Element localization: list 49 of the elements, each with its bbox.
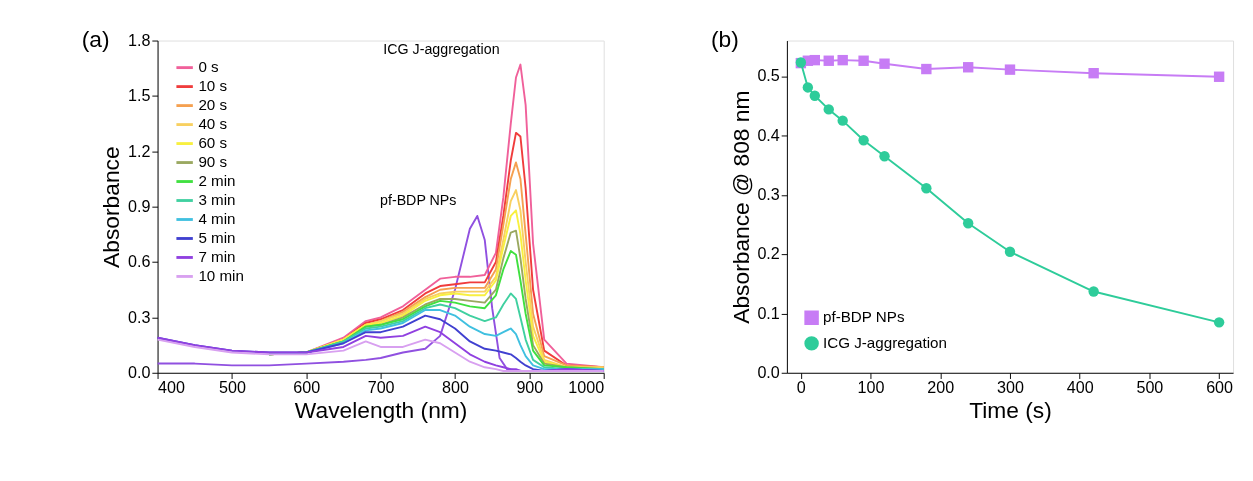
x-tick-label: 600 <box>293 378 321 397</box>
x-tick-label: 100 <box>857 378 885 397</box>
x-tick-label: 600 <box>1206 378 1234 397</box>
legend-label: 10 min <box>198 267 244 285</box>
x-tick-label: 400 <box>1066 378 1094 397</box>
x-axis-title: Wavelength (nm) <box>294 396 468 423</box>
x-tick-label: 400 <box>158 378 185 397</box>
x-tick-label: 200 <box>927 378 955 397</box>
x-tick-label: 500 <box>218 378 246 397</box>
text: (b) <box>710 26 739 53</box>
y-tick-label: 0.4 <box>757 125 780 144</box>
annotation: pf-BDP NPs <box>380 192 457 209</box>
legend-label: 7 min <box>198 248 236 266</box>
y-tick-label: 0.6 <box>128 252 151 271</box>
legend-label: 4 min <box>198 210 236 228</box>
legend-label: pf-BDP NPs <box>822 308 905 326</box>
x-tick-label: 800 <box>442 378 469 397</box>
y-tick-label: 0.3 <box>757 185 780 204</box>
legend-label: 40 s <box>198 115 228 133</box>
y-tick-label: 0.2 <box>757 244 780 263</box>
y-tick-label: 0.0 <box>757 363 780 382</box>
legend-label: 10 s <box>198 77 228 95</box>
y-tick-label: 1.8 <box>128 30 151 49</box>
legend-label: 0 s <box>198 58 220 76</box>
legend-label: 20 s <box>198 96 228 114</box>
x-tick-label: 300 <box>997 378 1024 397</box>
y-tick-label: 0.0 <box>128 363 151 382</box>
legend-label: 3 min <box>198 191 236 209</box>
x-tick-label: 0 <box>796 378 806 397</box>
y-tick-label: 0.1 <box>757 303 780 322</box>
y-tick-label: 0.3 <box>128 307 151 326</box>
x-axis-title: Time (s) <box>969 396 1052 423</box>
legend-label: ICG J-aggregation <box>822 334 947 352</box>
y-tick-label: 1.5 <box>128 86 151 105</box>
legend-label: 2 min <box>198 172 236 190</box>
x-tick-label: 900 <box>516 378 544 397</box>
legend-label: 60 s <box>198 134 228 152</box>
y-axis-title: Absorbance @ 808 nm <box>727 90 754 324</box>
y-tick-label: 1.2 <box>128 141 151 160</box>
text: (a) <box>81 26 110 53</box>
y-axis-title: Absorbance <box>98 146 125 268</box>
legend-label: 90 s <box>198 153 228 171</box>
x-tick-label: 1000 <box>568 378 605 397</box>
x-tick-label: 700 <box>367 378 395 397</box>
legend-label: 5 min <box>198 229 236 247</box>
y-tick-label: 0.5 <box>757 66 780 85</box>
y-tick-label: 0.9 <box>128 196 151 215</box>
annotation: ICG J-aggregation <box>383 41 500 58</box>
x-tick-label: 500 <box>1136 378 1164 397</box>
